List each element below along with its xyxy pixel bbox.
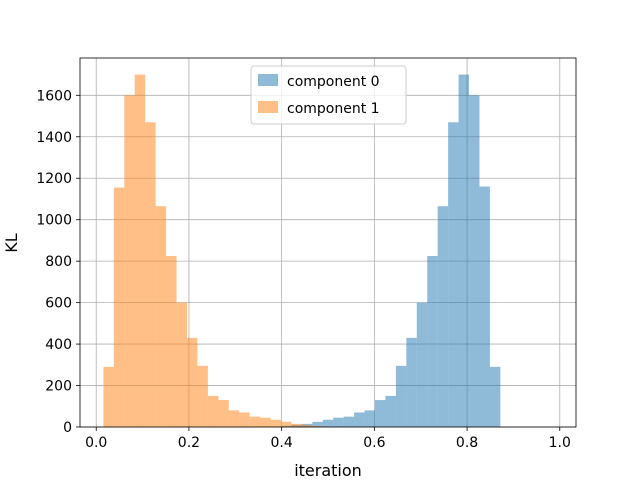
legend-swatch-component-0 — [258, 74, 278, 86]
histogram-bar-component-0 — [343, 416, 355, 427]
histogram-bar-component-1 — [280, 421, 292, 427]
legend-swatch-component-1 — [258, 101, 278, 113]
y-tick-label: 800 — [45, 254, 72, 270]
y-axis-label: KL — [2, 233, 21, 252]
histogram-bar-component-0 — [395, 365, 407, 427]
histogram-bar-component-1 — [239, 412, 250, 427]
y-tick-label: 1000 — [36, 213, 72, 229]
histogram-bar-component-1 — [218, 400, 229, 427]
histogram-bar-component-1 — [166, 255, 177, 427]
x-tick-label: 0.8 — [456, 435, 478, 451]
y-tick-label: 200 — [45, 379, 72, 395]
histogram-bar-component-0 — [375, 400, 386, 427]
histogram-bar-component-0 — [427, 255, 438, 427]
histogram-bar-component-1 — [134, 74, 146, 428]
histogram-bar-component-1 — [270, 419, 281, 427]
plot-frame — [79, 57, 577, 428]
legend-label-component-1: component 1 — [287, 101, 380, 117]
histogram-bar-component-1 — [260, 417, 271, 427]
histogram-bar-component-0 — [479, 186, 490, 427]
legend: component 0 component 1 — [250, 65, 407, 125]
histogram-bar-component-0 — [458, 74, 470, 428]
y-tick-label: 600 — [45, 296, 72, 312]
histogram-bar-component-1 — [103, 366, 114, 427]
histogram-bars — [103, 74, 501, 428]
histogram-bar-component-0 — [437, 206, 449, 427]
histogram-bar-component-0 — [416, 302, 428, 427]
histogram-bar-component-1 — [249, 416, 261, 427]
histogram-bar-component-1 — [124, 95, 135, 427]
histogram-bar-component-1 — [228, 410, 240, 427]
histogram-bar-component-0 — [448, 122, 459, 428]
histogram-bar-component-1 — [145, 122, 156, 428]
legend-frame — [250, 65, 407, 125]
tick-labels: 0.0 0.2 0.4 0.6 0.8 1.0 0 200 400 600 800 1000 1200 1… — [36, 88, 571, 451]
histogram-bar-component-1 — [207, 395, 219, 427]
y-tick-label: 400 — [45, 337, 72, 353]
legend-label-component-0: component 0 — [287, 74, 380, 90]
y-tick-label: 0 — [63, 420, 72, 436]
histogram-bar-component-1 — [312, 425, 323, 427]
y-tick-label: 1600 — [36, 88, 72, 104]
y-tick-label: 1400 — [36, 130, 72, 146]
histogram-bar-component-1 — [155, 206, 167, 427]
y-tick-label: 1200 — [36, 171, 72, 187]
x-tick-label: 0.0 — [85, 435, 107, 451]
x-tick-label: 1.0 — [549, 435, 571, 451]
histogram-bar-component-1 — [197, 365, 208, 427]
histogram-bar-component-1 — [301, 424, 313, 427]
x-tick-label: 0.4 — [271, 435, 293, 451]
histogram-bar-component-1 — [291, 423, 302, 427]
histogram-bar-component-0 — [312, 421, 323, 427]
x-axis-label: iteration — [294, 461, 362, 480]
histogram-bar-component-0 — [354, 412, 365, 427]
histogram-bar-component-0 — [322, 419, 334, 427]
histogram-bar-component-0 — [333, 417, 344, 427]
histogram-bar-component-1 — [176, 302, 187, 427]
histogram-bar-component-0 — [385, 395, 396, 427]
axes — [79, 57, 577, 428]
histogram-bar-component-0 — [469, 95, 480, 427]
histogram-bar-component-1 — [113, 187, 125, 427]
histogram-bar-component-1 — [186, 337, 198, 427]
histogram-bar-component-0 — [364, 410, 376, 427]
x-tick-label: 0.6 — [363, 435, 385, 451]
histogram-bar-component-0 — [406, 337, 417, 427]
histogram-bar-component-0 — [489, 366, 501, 427]
x-tick-label: 0.2 — [178, 435, 200, 451]
